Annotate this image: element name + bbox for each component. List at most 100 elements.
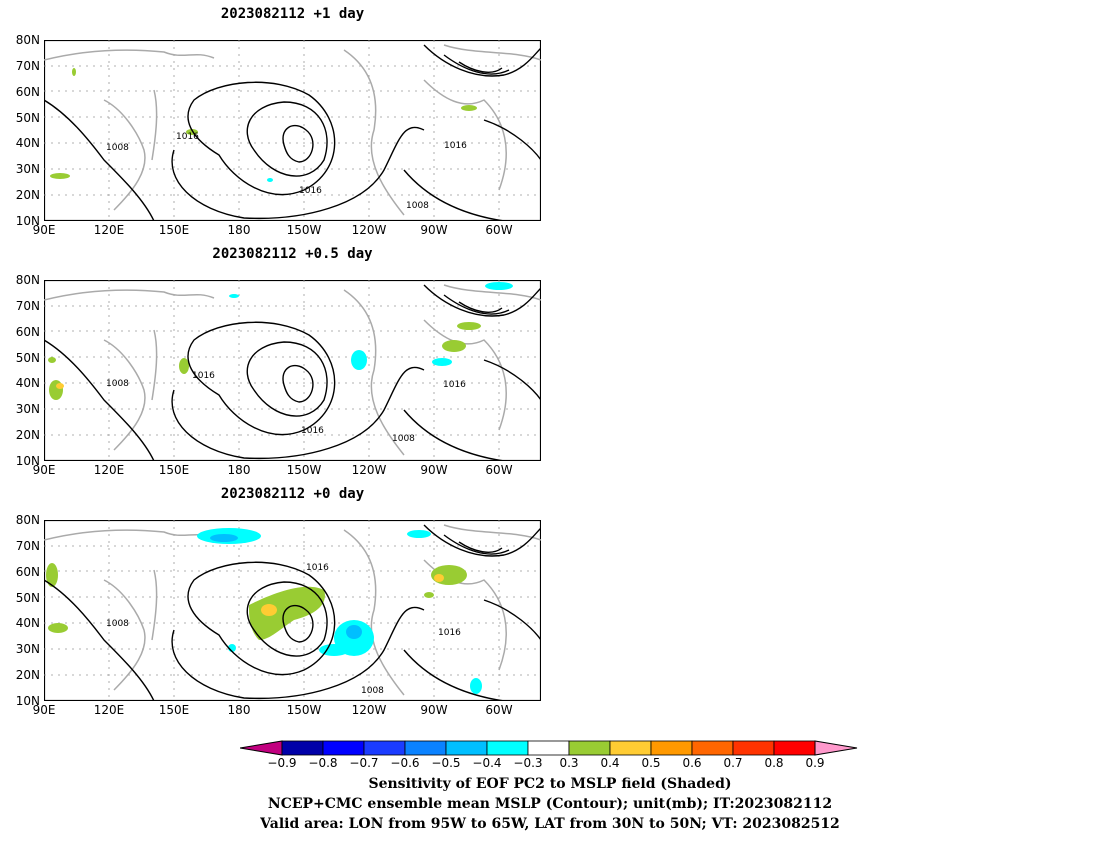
- colorbar-swatch: [732, 740, 775, 756]
- colorbar-swatch: [281, 740, 324, 756]
- colorbar-swatch: [527, 740, 570, 756]
- lon-label: 120W: [351, 703, 387, 717]
- lon-label: 180: [227, 463, 251, 477]
- lon-label: 90W: [420, 703, 448, 717]
- lat-label: 20N: [15, 188, 40, 203]
- colorbar-tick-label: −0.3: [513, 756, 543, 770]
- colorbar: [240, 740, 858, 756]
- lon-label: 90E: [32, 223, 56, 237]
- lon-label: 180: [227, 703, 251, 717]
- contour-label: 1016: [444, 141, 467, 151]
- lon-label: 120E: [93, 463, 125, 477]
- lat-label: 80N: [15, 513, 40, 527]
- lon-label: 150W: [286, 703, 322, 717]
- contour-label: 1016: [176, 132, 199, 142]
- colorbar-swatch: [609, 740, 652, 756]
- lat-label: 10N: [15, 694, 40, 708]
- lat-label: 70N: [15, 298, 40, 313]
- colorbar-tick-label: −0.5: [431, 756, 461, 770]
- contour-label: 1008: [106, 619, 129, 629]
- lon-label: 60W: [485, 703, 513, 717]
- lat-label: 80N: [15, 273, 40, 287]
- colorbar-swatch: [650, 740, 693, 756]
- colorbar-swatch: [691, 740, 734, 756]
- lon-label: 180: [227, 223, 251, 237]
- contour-label: 1016: [299, 186, 322, 196]
- lon-label: 150E: [158, 463, 190, 477]
- lat-label: 20N: [15, 428, 40, 443]
- colorbar-swatch: [486, 740, 529, 756]
- colorbar-tick-label: 0.9: [805, 756, 825, 770]
- colorbar-swatch: [363, 740, 406, 756]
- lon-label: 60W: [485, 223, 513, 237]
- panel-title: 2023082112 +0 day: [220, 486, 365, 502]
- contour-label: 1008: [106, 379, 129, 389]
- lat-label: 10N: [15, 454, 40, 468]
- lat-label: 70N: [15, 538, 40, 553]
- lon-label: 90E: [32, 703, 56, 717]
- colorbar-swatch: [773, 740, 816, 756]
- contour-label: 1008: [406, 201, 429, 211]
- lon-label: 120W: [351, 223, 387, 237]
- contour-label: 1008: [361, 686, 384, 696]
- contour-label: 1008: [106, 143, 129, 153]
- lon-label: 90W: [420, 463, 448, 477]
- contour-label: 1016: [438, 628, 461, 638]
- colorbar-swatch: [568, 740, 611, 756]
- contour-label: 1016: [443, 380, 466, 390]
- map-panel: 1016 1008 1016 1008: [44, 520, 541, 701]
- lat-label: 70N: [15, 58, 40, 73]
- lat-label: 60N: [15, 84, 40, 99]
- contour-label: 1016: [301, 426, 324, 436]
- caption-line-1: Sensitivity of EOF PC2 to MSLP field (Sh…: [368, 776, 732, 792]
- colorbar-tick-label: −0.8: [308, 756, 338, 770]
- colorbar-tick-label: −0.9: [267, 756, 297, 770]
- colorbar-arrow-left: [240, 740, 283, 756]
- lat-label: 40N: [15, 616, 40, 631]
- panel-title: 2023082112 +1 day: [220, 6, 365, 22]
- panel-title: 2023082112 +0.5 day: [212, 246, 373, 262]
- lat-label: 40N: [15, 376, 40, 391]
- colorbar-tick-label: 0.5: [641, 756, 661, 770]
- contour-label: 1016: [192, 371, 215, 381]
- lat-label: 50N: [15, 350, 40, 365]
- lat-label: 30N: [15, 642, 40, 657]
- colorbar-tick-label: −0.6: [390, 756, 420, 770]
- lon-label: 90E: [32, 463, 56, 477]
- lon-label: 90W: [420, 223, 448, 237]
- lon-label: 60W: [485, 463, 513, 477]
- colorbar-swatch: [322, 740, 365, 756]
- lon-label: 150E: [158, 223, 190, 237]
- colorbar-arrow-right: [814, 740, 858, 756]
- lat-label: 10N: [15, 214, 40, 228]
- caption-line-3: Valid area: LON from 95W to 65W, LAT fro…: [260, 816, 840, 832]
- colorbar-tick-label: 0.6: [682, 756, 702, 770]
- colorbar-swatch: [404, 740, 447, 756]
- lat-label: 60N: [15, 564, 40, 579]
- lon-label: 150E: [158, 703, 190, 717]
- lat-label: 30N: [15, 162, 40, 177]
- colorbar-tick-label: −0.4: [472, 756, 502, 770]
- lat-label: 60N: [15, 324, 40, 339]
- lat-label: 50N: [15, 110, 40, 125]
- map-panel: 1016 1008 1016 1016 1008: [44, 280, 541, 461]
- contour-label: 1016: [306, 563, 329, 573]
- lon-label: 150W: [286, 463, 322, 477]
- lon-label: 120E: [93, 703, 125, 717]
- contour-label: 1008: [392, 434, 415, 444]
- colorbar-tick-label: 0.4: [600, 756, 620, 770]
- colorbar-tick-label: 0.7: [723, 756, 743, 770]
- lat-label: 30N: [15, 402, 40, 417]
- caption-line-2: NCEP+CMC ensemble mean MSLP (Contour); u…: [267, 796, 833, 812]
- lat-label: 20N: [15, 668, 40, 683]
- map-panel: 1016 1008 1016 1016 1008: [44, 40, 541, 221]
- colorbar-swatch: [445, 740, 488, 756]
- lon-label: 120E: [93, 223, 125, 237]
- colorbar-tick-label: 0.8: [764, 756, 784, 770]
- lon-label: 120W: [351, 463, 387, 477]
- lon-label: 150W: [286, 223, 322, 237]
- lat-label: 80N: [15, 33, 40, 47]
- colorbar-tick-label: 0.3: [559, 756, 579, 770]
- lat-label: 40N: [15, 136, 40, 151]
- colorbar-tick-label: −0.7: [349, 756, 379, 770]
